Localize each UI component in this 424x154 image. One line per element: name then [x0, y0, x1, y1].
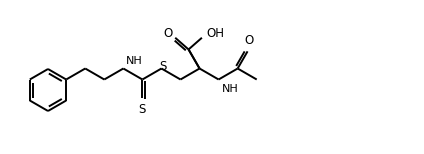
- Text: S: S: [139, 103, 146, 116]
- Text: NH: NH: [126, 55, 143, 65]
- Text: O: O: [244, 34, 253, 47]
- Text: O: O: [163, 27, 172, 40]
- Text: NH: NH: [222, 83, 238, 93]
- Text: S: S: [159, 60, 166, 73]
- Text: OH: OH: [206, 27, 224, 40]
